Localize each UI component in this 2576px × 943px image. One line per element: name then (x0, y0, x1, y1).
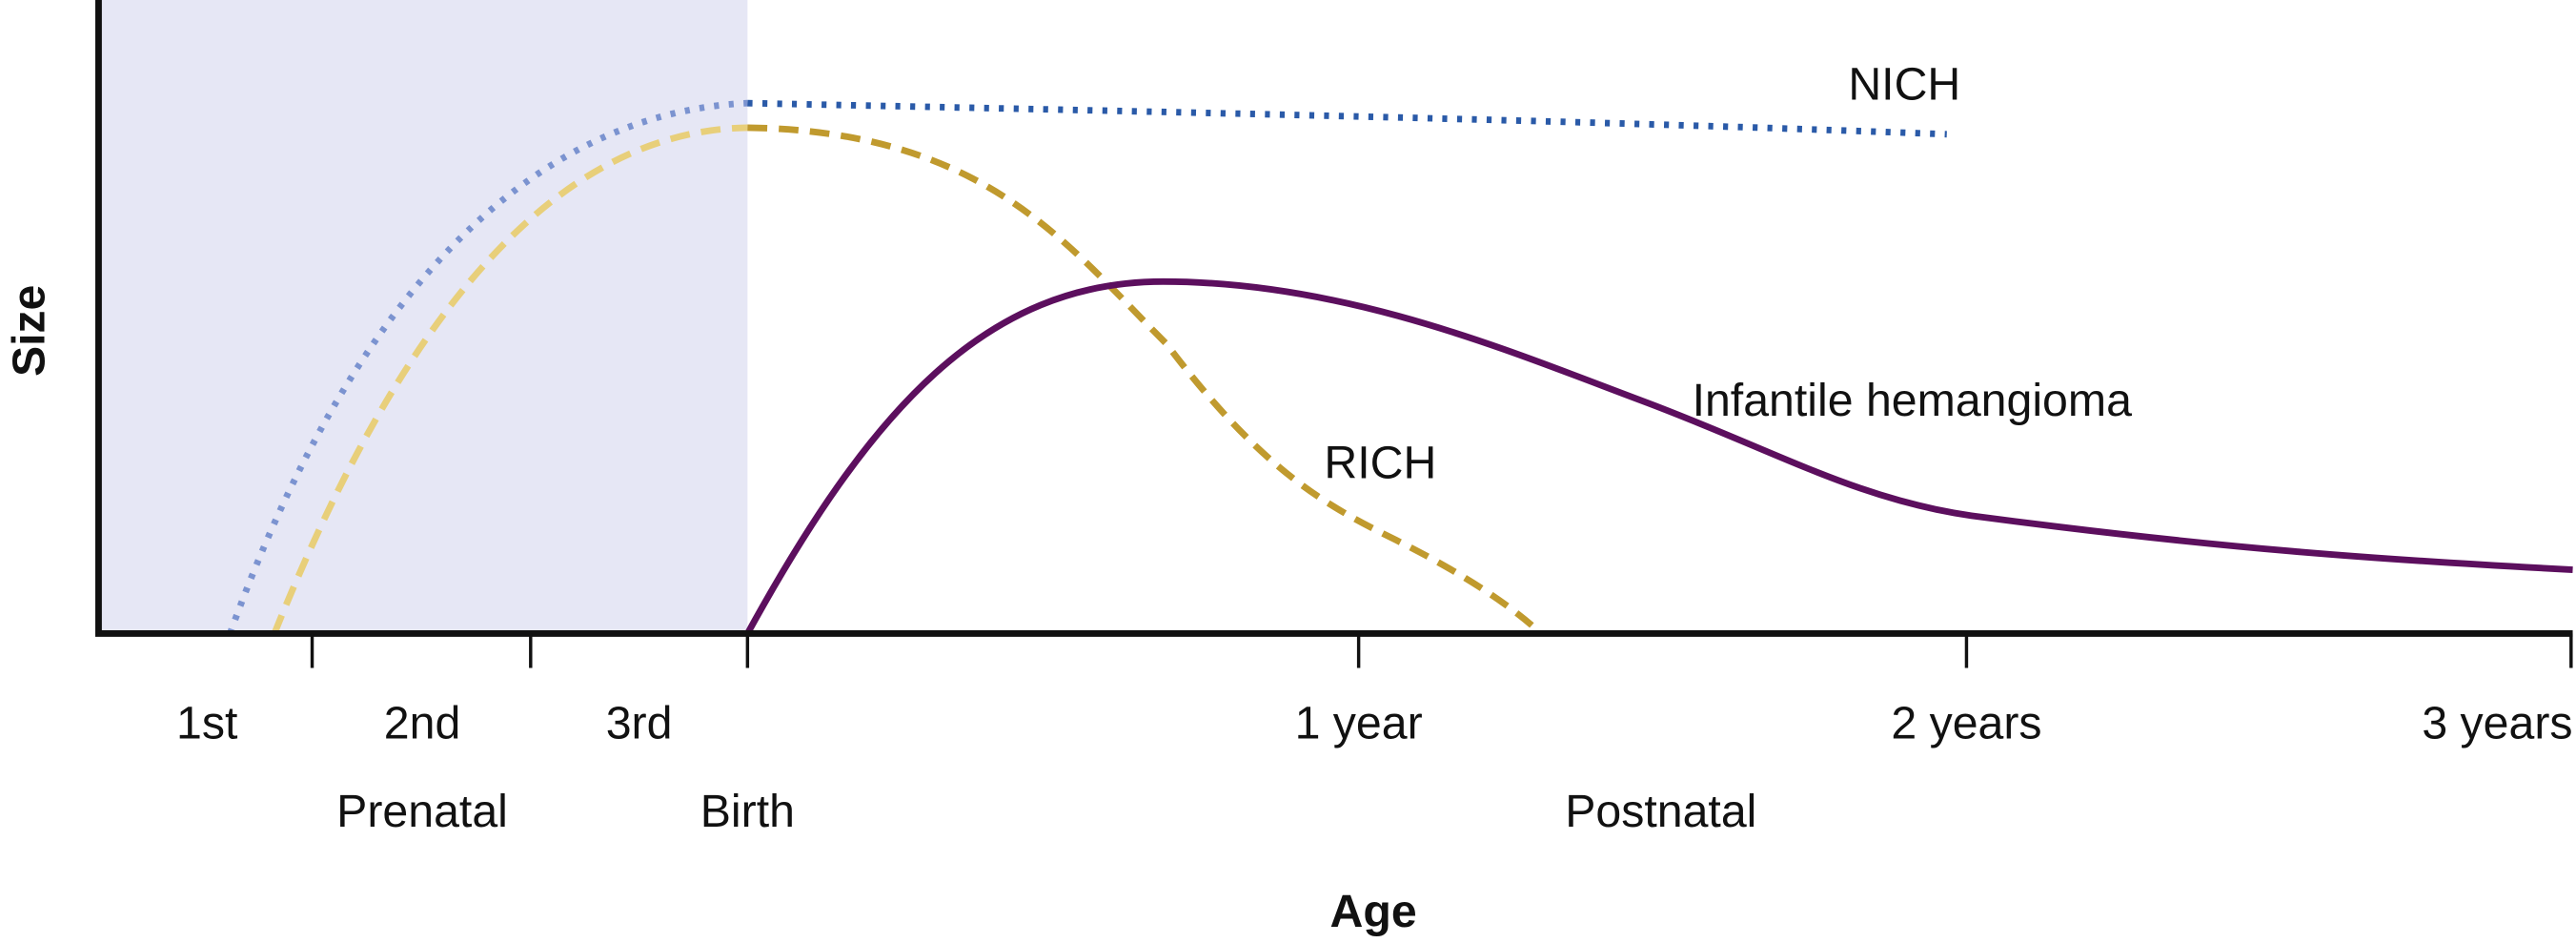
ih-curve (744, 277, 2573, 636)
tick-marks (310, 633, 2573, 668)
tick-label: 2 years (1891, 697, 2041, 748)
curve-label: NICH (1848, 59, 1960, 111)
x-axis-label: Age (1330, 886, 1417, 937)
period-label: Prenatal (336, 786, 508, 837)
nich-prenatal (227, 99, 748, 635)
tick-label: 2nd (384, 697, 461, 748)
tick-label: 1 year (1295, 697, 1423, 748)
rich-prenatal (271, 124, 748, 635)
prenatal-shade (98, 0, 748, 634)
y-axis-label: Size (3, 285, 54, 377)
rich-postnatal (747, 124, 1544, 636)
tick-label: 1st (176, 697, 238, 748)
tick-label: 3rd (606, 697, 673, 748)
period-label: Postnatal (1565, 786, 1756, 837)
period-label: Birth (700, 786, 795, 837)
tick-label: 3 years (2422, 697, 2572, 748)
curve-label: Infantile hemangioma (1693, 375, 2133, 426)
curve-label: RICH (1324, 437, 1436, 488)
nich-postnatal (747, 99, 1947, 138)
